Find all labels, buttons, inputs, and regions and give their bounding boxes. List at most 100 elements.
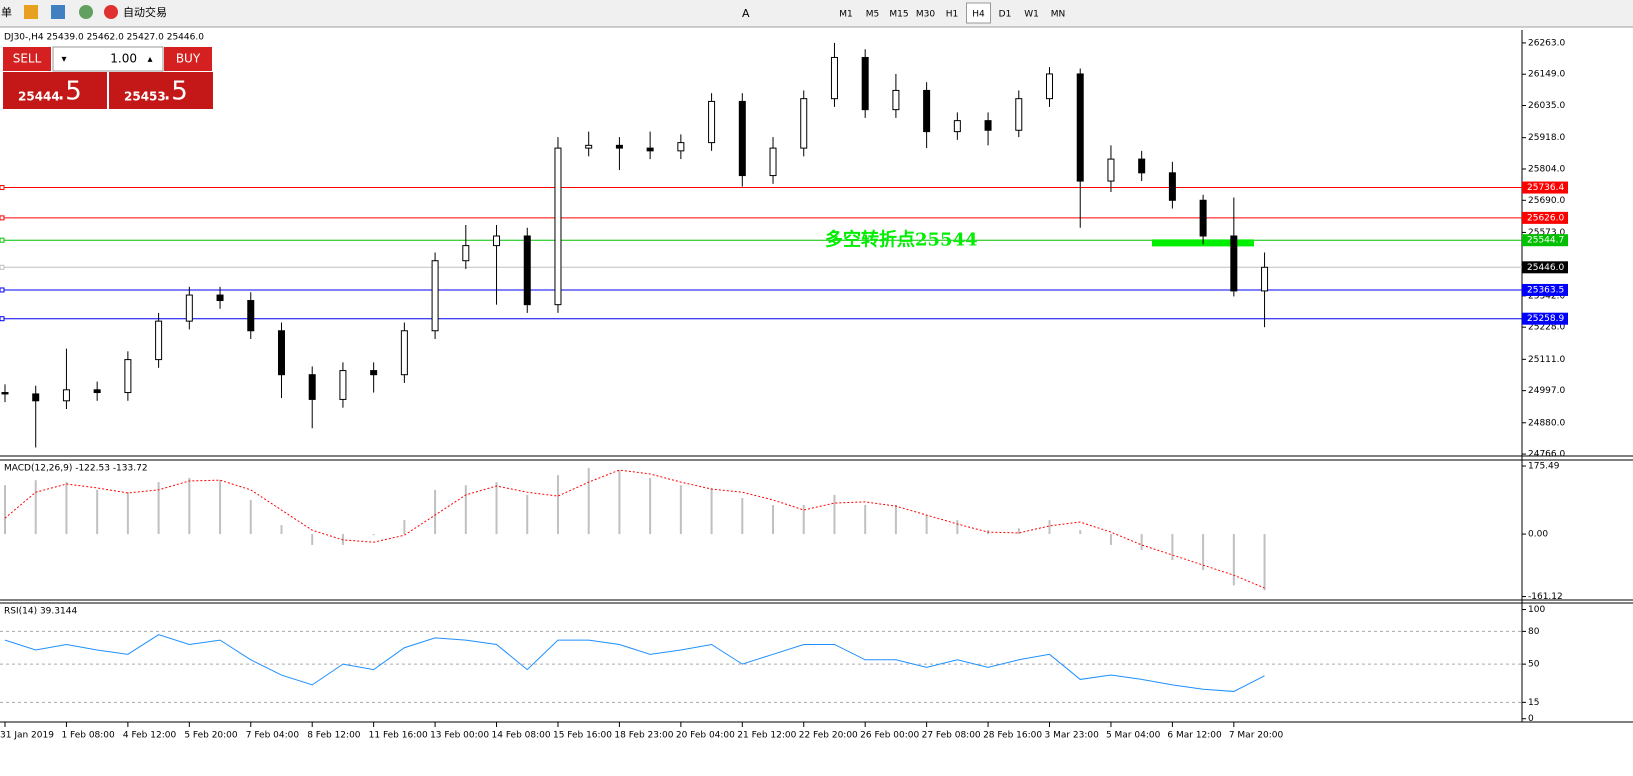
x-tick-label: 7 Mar 20:00 — [1229, 731, 1284, 741]
timeframe-button[interactable]: M30 — [916, 10, 935, 20]
y-tick-label: 24880.0 — [1528, 418, 1565, 428]
candle-body — [93, 389, 101, 394]
level-handle[interactable] — [0, 287, 5, 293]
candle-body — [708, 100, 716, 144]
level-label: 25446.0 — [1527, 263, 1564, 273]
candle-body — [277, 330, 285, 376]
y-tick-label: 25690.0 — [1528, 196, 1565, 206]
timeframe-button[interactable]: H1 — [946, 10, 959, 20]
timeframe-button[interactable]: M15 — [889, 10, 908, 20]
ask-main[interactable]: 25453 — [124, 90, 166, 104]
timeframe-button[interactable]: MN — [1051, 10, 1066, 20]
bid-main[interactable]: 25444 — [18, 90, 60, 104]
indicator-header: RSI(14) 39.3144 — [4, 607, 77, 617]
auto-trade-icon[interactable] — [104, 5, 118, 19]
candle-body — [769, 147, 777, 177]
bid-fraction[interactable]: .5 — [57, 77, 82, 107]
level-handle[interactable] — [0, 215, 5, 221]
timeframe-button[interactable]: M1 — [839, 10, 853, 20]
level-label: 25544.7 — [1527, 236, 1564, 246]
spin-up[interactable]: ▴ — [147, 54, 152, 65]
y-tick-label: 25804.0 — [1528, 164, 1565, 174]
bid-box[interactable] — [3, 72, 107, 109]
level-label: 25258.9 — [1527, 314, 1564, 324]
candle-body — [738, 100, 746, 177]
level-handle[interactable] — [0, 264, 5, 270]
chart-frame — [0, 30, 1633, 772]
menu-fragment[interactable]: 单 — [1, 6, 12, 19]
y-tick-label: 15 — [1528, 698, 1539, 708]
candle-body — [1015, 98, 1023, 131]
spin-down[interactable]: ▾ — [61, 54, 66, 65]
x-tick-label: 8 Feb 12:00 — [307, 731, 361, 741]
level-label-box — [1522, 261, 1568, 274]
sell-label[interactable]: SELL — [13, 52, 42, 66]
candle-body — [861, 56, 869, 111]
level-handle[interactable] — [0, 185, 5, 191]
candle-body — [339, 370, 347, 400]
timeframe-button[interactable]: W1 — [1024, 10, 1039, 20]
icon[interactable] — [24, 5, 38, 19]
candle-body — [1168, 172, 1176, 201]
timeframe-button[interactable]: D1 — [999, 10, 1012, 20]
candle-body — [523, 235, 531, 306]
indicator-header: MACD(12,26,9) -122.53 -133.72 — [4, 464, 148, 474]
buy-button[interactable] — [164, 47, 212, 71]
level-handle[interactable] — [0, 237, 5, 243]
candle-body — [1046, 73, 1054, 100]
timeframe-active[interactable] — [966, 2, 991, 24]
auto-trade[interactable]: 自动交易 — [123, 5, 167, 19]
y-tick-label: 175.49 — [1528, 462, 1560, 472]
level-label-box — [1522, 283, 1568, 296]
buy-label[interactable]: BUY — [176, 52, 201, 66]
candle-body — [124, 359, 132, 394]
candle-body — [247, 300, 255, 332]
macd-signal — [4, 469, 1265, 589]
icon[interactable] — [79, 5, 93, 19]
x-tick-label: 11 Feb 16:00 — [369, 731, 428, 741]
candle-body — [462, 245, 470, 262]
y-tick-label: 25111.0 — [1528, 355, 1565, 365]
candle-body — [370, 370, 378, 376]
x-tick-label: 3 Mar 23:00 — [1045, 731, 1100, 741]
timeframe-button[interactable]: H4 — [972, 10, 985, 20]
candle-body — [493, 235, 501, 247]
candle-body — [585, 144, 593, 149]
x-tick-label: 15 Feb 16:00 — [553, 731, 612, 741]
y-tick-label: 25228.0 — [1528, 323, 1565, 333]
timeframe-button[interactable]: M5 — [866, 10, 880, 20]
candle-body — [62, 389, 70, 402]
text-tool[interactable]: A — [742, 7, 750, 20]
candle-body — [646, 147, 654, 152]
level-handle[interactable] — [0, 316, 5, 322]
x-tick-label: 18 Feb 23:00 — [614, 731, 673, 741]
x-tick-label: 21 Feb 12:00 — [737, 731, 796, 741]
y-tick-label: 50 — [1528, 660, 1540, 670]
candle-body — [32, 393, 40, 402]
candle-body — [554, 147, 562, 306]
y-tick-label: 26263.0 — [1528, 38, 1565, 48]
y-tick-label: 0 — [1528, 714, 1534, 724]
icon[interactable] — [51, 5, 65, 19]
x-tick-label: 6 Mar 12:00 — [1167, 731, 1222, 741]
ask-box[interactable] — [109, 72, 213, 109]
lots[interactable]: 1.00 — [110, 52, 137, 66]
ask-fraction[interactable]: .5 — [163, 77, 188, 107]
candle-body — [892, 89, 900, 111]
rsi-line — [4, 634, 1265, 692]
level-label-box — [1522, 181, 1568, 194]
x-tick-label: 27 Feb 08:00 — [922, 731, 981, 741]
candle-body — [216, 294, 224, 302]
sell-button[interactable] — [3, 47, 51, 71]
candle-body — [615, 144, 623, 149]
level-label: 25736.4 — [1527, 183, 1564, 193]
x-tick-label: 5 Mar 04:00 — [1106, 731, 1161, 741]
x-tick-label: 7 Feb 04:00 — [246, 731, 300, 741]
y-tick-label: -161.12 — [1528, 592, 1563, 602]
candle-body — [1, 392, 9, 395]
lots-box[interactable] — [52, 46, 164, 72]
candle-body — [984, 120, 992, 131]
level-label: 25363.5 — [1527, 285, 1564, 295]
